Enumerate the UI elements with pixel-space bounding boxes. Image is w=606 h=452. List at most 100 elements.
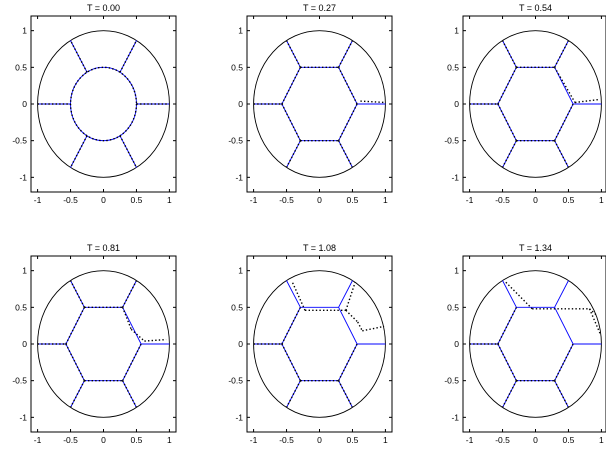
x-tick-label: 1 xyxy=(383,195,388,205)
dotted-edge xyxy=(285,380,302,408)
blue-edge xyxy=(338,280,353,308)
dotted-edge xyxy=(119,40,138,73)
plot-area xyxy=(253,270,386,418)
y-tick-label: -1 xyxy=(451,412,459,422)
axes-frame xyxy=(246,255,393,433)
dotted-edge xyxy=(337,380,354,408)
panel-title: T = 0.00 xyxy=(87,3,120,13)
y-tick-label: 0 xyxy=(22,99,27,109)
y-tick-label: -0.5 xyxy=(12,376,27,386)
dotted-edge xyxy=(589,308,597,316)
y-tick-label: 0.5 xyxy=(231,302,243,312)
x-tick-label: -0.5 xyxy=(63,195,78,205)
panel-title: T = 1.34 xyxy=(519,243,552,253)
outer-circle xyxy=(469,270,602,418)
outer-circle xyxy=(37,30,170,178)
x-tick-label: 0 xyxy=(533,195,538,205)
x-tick-label: -1 xyxy=(466,195,474,205)
y-tick-label: 1 xyxy=(22,266,27,276)
dotted-edge xyxy=(553,380,570,408)
x-tick-label: 1 xyxy=(599,435,604,445)
panel-title: T = 0.81 xyxy=(87,243,120,253)
y-tick-label: 0 xyxy=(454,99,459,109)
dotted-edge xyxy=(345,309,359,323)
x-tick-label: 0.5 xyxy=(347,195,359,205)
y-tick-label: -0.5 xyxy=(228,376,243,386)
x-tick-label: -1 xyxy=(250,435,258,445)
y-tick-label: 0.5 xyxy=(447,302,459,312)
dotted-edge xyxy=(121,380,138,408)
dotted-edge xyxy=(337,40,354,68)
dotted-edge xyxy=(553,140,570,168)
y-tick-label: 0.5 xyxy=(15,302,27,312)
y-tick-label: -0.5 xyxy=(228,136,243,146)
y-tick-label: 0 xyxy=(238,99,243,109)
blue-edge xyxy=(502,280,517,308)
chart-panel-4: T = 0.81 -1 -0.5 0 0.5 1 1 0.5 0 -0.5 -1 xyxy=(12,243,177,445)
x-tick-label: -1 xyxy=(466,435,474,445)
x-tick-label: -0.5 xyxy=(495,195,510,205)
chart-panel-1: T = 0.00 -1 -0.5 0 0.5 1 1 0.5 0 -0.5 -1 xyxy=(12,3,177,205)
dotted-edge xyxy=(337,140,354,168)
x-tick-label: -0.5 xyxy=(279,435,294,445)
y-tick-label: -1 xyxy=(19,412,27,422)
x-tick-label: -1 xyxy=(34,195,42,205)
x-tick-label: 1 xyxy=(383,435,388,445)
axes-frame xyxy=(30,255,177,433)
dotted-edge xyxy=(588,308,602,336)
dotted-edge xyxy=(574,98,599,104)
dotted-edge xyxy=(69,135,88,168)
dotted-edge xyxy=(69,380,86,408)
y-tick-label: 0.5 xyxy=(447,62,459,72)
dotted-edge xyxy=(501,40,518,68)
x-tick-label: 0 xyxy=(317,435,322,445)
dotted-edge xyxy=(553,40,570,68)
y-tick-label: 0 xyxy=(22,339,27,349)
panel-title: T = 0.27 xyxy=(303,3,336,13)
y-tick-label: 1 xyxy=(454,26,459,36)
outer-circle xyxy=(469,30,602,178)
plot-area xyxy=(253,30,386,178)
x-tick-label: 1 xyxy=(599,195,604,205)
blue-edge xyxy=(554,280,569,308)
chart-panel-2: T = 0.27 -1 -0.5 0 0.5 1 1 0.5 0 -0.5 -1 xyxy=(228,3,393,205)
panel-title: T = 1.08 xyxy=(303,243,336,253)
x-tick-label: 0 xyxy=(317,195,322,205)
y-tick-label: 0.5 xyxy=(231,62,243,72)
outer-circle xyxy=(253,30,386,178)
x-tick-label: 0.5 xyxy=(131,195,143,205)
y-tick-label: 1 xyxy=(238,266,243,276)
panel-title: T = 0.54 xyxy=(519,3,552,13)
dotted-edge xyxy=(360,100,386,104)
dotted-edge xyxy=(121,280,138,308)
y-tick-label: 0 xyxy=(238,339,243,349)
axes-frame xyxy=(462,15,606,193)
outer-circle xyxy=(37,270,170,418)
plot-area xyxy=(469,270,602,418)
y-tick-label: -0.5 xyxy=(444,376,459,386)
x-tick-label: 0.5 xyxy=(563,435,575,445)
x-tick-label: 0.5 xyxy=(563,195,575,205)
plot-area xyxy=(37,30,170,178)
x-tick-label: 1 xyxy=(167,195,172,205)
dotted-edge xyxy=(504,280,533,310)
y-tick-label: 1 xyxy=(454,266,459,276)
blue-edge xyxy=(286,280,301,308)
dotted-edge xyxy=(130,328,145,342)
dotted-edge xyxy=(69,280,86,308)
x-tick-label: -1 xyxy=(34,435,42,445)
plot-area xyxy=(37,270,170,418)
x-tick-label: 0 xyxy=(101,435,106,445)
y-tick-label: 0.5 xyxy=(15,62,27,72)
x-tick-label: 0 xyxy=(101,195,106,205)
dotted-edge xyxy=(501,140,518,168)
plot-area xyxy=(469,30,602,178)
y-tick-label: 1 xyxy=(238,26,243,36)
dotted-edge xyxy=(285,140,302,168)
dotted-edge xyxy=(357,321,363,332)
dotted-edge xyxy=(119,135,138,168)
dotted-edge xyxy=(121,307,132,330)
dotted-circle xyxy=(69,66,138,142)
y-tick-label: -0.5 xyxy=(444,136,459,146)
